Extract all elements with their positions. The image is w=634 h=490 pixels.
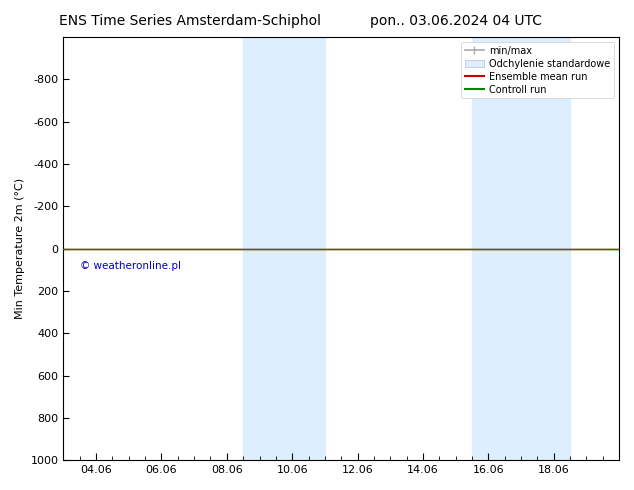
Text: ENS Time Series Amsterdam-Schiphol: ENS Time Series Amsterdam-Schiphol bbox=[59, 14, 321, 28]
Legend: min/max, Odchylenie standardowe, Ensemble mean run, Controll run: min/max, Odchylenie standardowe, Ensembl… bbox=[461, 42, 614, 98]
Text: © weatheronline.pl: © weatheronline.pl bbox=[80, 261, 181, 271]
Y-axis label: Min Temperature 2m (°C): Min Temperature 2m (°C) bbox=[15, 178, 25, 319]
Bar bbox=[472, 37, 570, 460]
Text: pon.. 03.06.2024 04 UTC: pon.. 03.06.2024 04 UTC bbox=[370, 14, 543, 28]
Bar bbox=[243, 37, 325, 460]
